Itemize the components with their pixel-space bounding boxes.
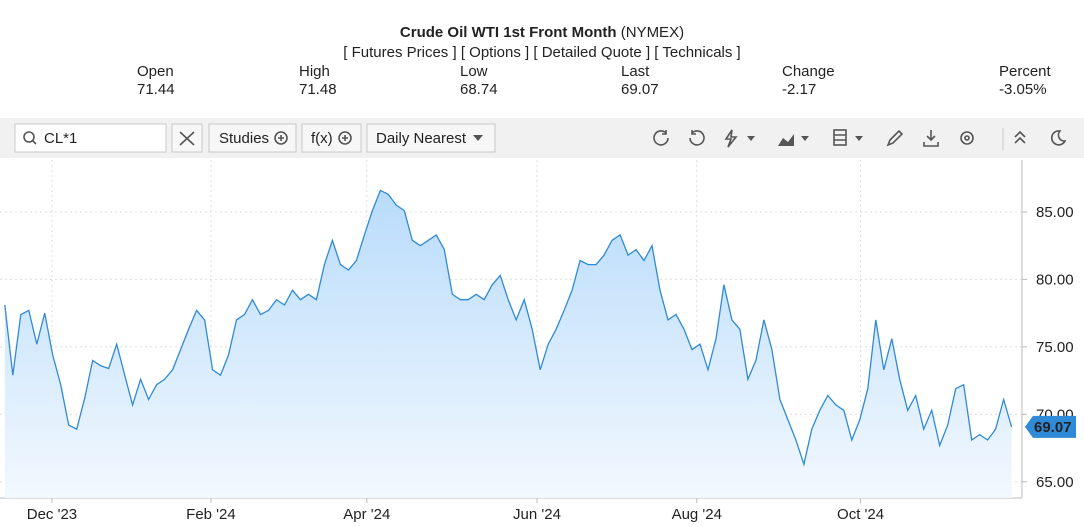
- x-tick-label: Apr '24: [343, 506, 390, 522]
- y-tick-label: 80.00: [1036, 271, 1074, 288]
- link[interactable]: [ Detailed Quote ]: [533, 44, 650, 61]
- stat-label: Percent: [999, 63, 1052, 80]
- stat-label: Last: [621, 63, 650, 80]
- links: [ Futures Prices ] [ Options ] [ Detaile…: [343, 44, 740, 61]
- toolbar-icons[interactable]: [653, 128, 1067, 150]
- x-tick-label: Jun '24: [513, 506, 561, 522]
- last-price-label: 69.07: [1034, 419, 1072, 436]
- symbol: CL*1: [44, 130, 77, 147]
- stat-label: High: [299, 63, 330, 80]
- stat-label: Low: [460, 63, 488, 80]
- links-row: [ Futures Prices ] [ Options ] [ Detaile…: [343, 44, 740, 61]
- x-tick-label: Dec '23: [27, 506, 77, 522]
- stat-value: 71.44: [137, 81, 175, 98]
- line: [4, 189, 1013, 467]
- stat-label: Open: [137, 63, 174, 80]
- x-tick-label: Oct '24: [837, 506, 884, 522]
- stat-value: 71.48: [299, 81, 337, 98]
- period-label: Daily Nearest: [376, 130, 467, 147]
- y-tick-label: 85.00: [1036, 204, 1074, 221]
- x-tick-label: Aug '24: [672, 506, 722, 522]
- stat-value: -3.05%: [999, 81, 1047, 98]
- y-tick-label: 75.00: [1036, 339, 1074, 356]
- stat-value: 68.74: [460, 81, 498, 98]
- x-tick-label: Feb '24: [186, 506, 236, 522]
- stat-value: -2.17: [782, 81, 816, 98]
- stat-value: 69.07: [621, 81, 659, 98]
- studies-label: Studies: [219, 130, 269, 147]
- area: [4, 190, 1012, 498]
- link[interactable]: [ Technicals ]: [654, 44, 740, 61]
- title: Crude Oil WTI 1st Front Month (NYMEX): [400, 24, 684, 41]
- link[interactable]: [ Futures Prices ]: [343, 44, 456, 61]
- last-price-tag: [1025, 415, 1076, 438]
- search-icon: [23, 131, 35, 143]
- search-box[interactable]: [14, 123, 167, 153]
- stat-label: Change: [782, 63, 835, 80]
- y-tick-label: 65.00: [1036, 474, 1074, 491]
- title-name: Crude Oil WTI 1st Front Month: [400, 24, 617, 41]
- period-button[interactable]: [366, 123, 496, 153]
- fx-label: f(x): [311, 130, 333, 147]
- exchange: (NYMEX): [621, 24, 684, 41]
- link[interactable]: [ Options ]: [461, 44, 529, 61]
